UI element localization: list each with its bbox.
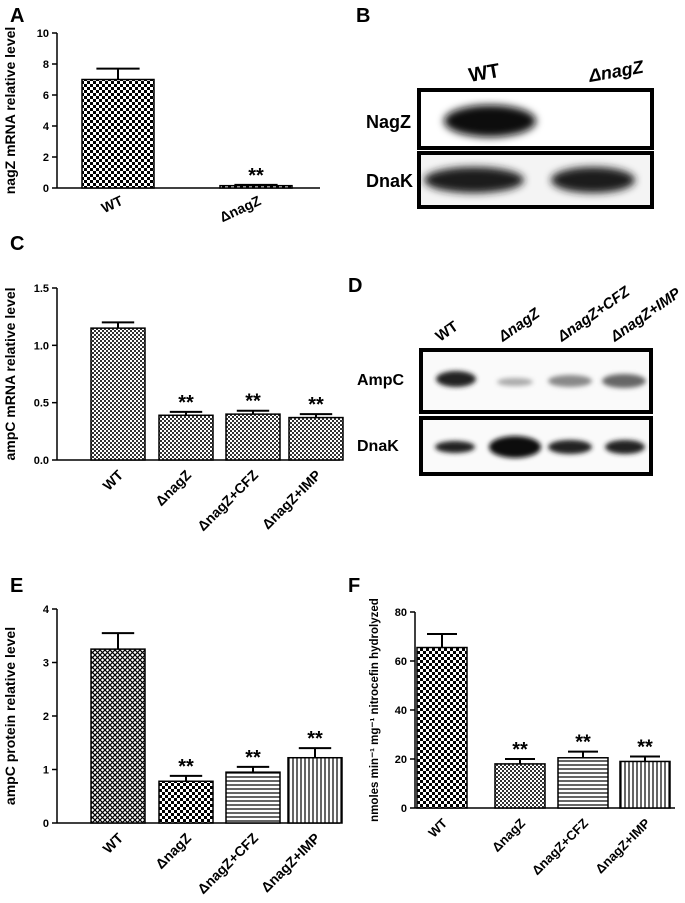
x-tick-label: ΔnagZ+IMP	[592, 815, 653, 876]
band	[602, 374, 646, 388]
y-tick-label: 4	[43, 604, 50, 616]
significance: **	[307, 728, 323, 750]
y-tick-label: 8	[43, 59, 49, 71]
y-tick-label: 20	[395, 754, 407, 766]
band	[424, 167, 524, 193]
y-tick-label: 0.0	[34, 455, 49, 467]
lane-label: WT	[433, 318, 462, 345]
y-tick-label: 60	[395, 656, 407, 668]
band	[548, 375, 592, 387]
x-tick-label: ΔnagZ+CFZ	[529, 815, 591, 877]
bar	[619, 760, 671, 809]
row-label: DnaK	[366, 171, 413, 191]
x-tick-label: ΔnagZ	[217, 192, 264, 225]
significance: **	[178, 392, 194, 414]
panel-label: A	[10, 5, 24, 27]
x-tick-label: WT	[425, 815, 450, 840]
y-tick-label: 4	[43, 121, 50, 133]
y-tick-label: 0	[43, 183, 49, 195]
y-tick-label: 10	[37, 28, 49, 40]
band	[436, 371, 476, 387]
row-label: AmpC	[357, 372, 405, 389]
band	[444, 105, 536, 137]
significance: **	[245, 391, 261, 413]
panel-label: E	[10, 575, 23, 597]
x-tick-label: ΔnagZ	[152, 466, 194, 508]
panel-label: D	[348, 275, 362, 297]
y-tick-label: 0.5	[34, 398, 49, 410]
y-tick-label: 6	[43, 90, 49, 102]
bar	[90, 648, 146, 824]
y-tick-label: 3	[43, 658, 49, 670]
band	[497, 378, 533, 386]
lane-label: WT	[467, 60, 501, 87]
significance: **	[245, 747, 261, 769]
band	[605, 440, 645, 454]
bar	[416, 646, 468, 809]
x-tick-label: ΔnagZ+IMP	[258, 830, 323, 895]
lane-label: ΔnagZ	[586, 57, 646, 87]
y-tick-label: 0	[43, 818, 49, 830]
x-tick-label: ΔnagZ+CFZ	[194, 829, 261, 896]
bar	[90, 327, 146, 461]
y-axis-label: ampC mRNA relative level	[2, 288, 18, 461]
x-tick-label: ΔnagZ	[489, 815, 528, 854]
row-label: NagZ	[366, 112, 411, 132]
y-axis-label: nmoles min⁻¹ mg⁻¹ nitrocefin hydrolyzed	[369, 598, 381, 822]
y-tick-label: 0	[401, 803, 407, 815]
bar	[557, 757, 609, 809]
bar	[81, 78, 155, 189]
significance: **	[178, 756, 194, 778]
band	[551, 167, 635, 193]
significance: **	[637, 737, 653, 759]
significance: **	[308, 394, 324, 416]
y-axis-label: nagZ mRNA relative level	[2, 27, 18, 195]
bar	[225, 771, 281, 824]
panel-label: B	[356, 5, 370, 27]
bar	[158, 780, 214, 824]
lane-label: ΔnagZ	[495, 305, 544, 346]
bar	[219, 184, 293, 189]
y-tick-label: 40	[395, 705, 407, 717]
x-tick-label: WT	[99, 829, 126, 856]
y-tick-label: 1.0	[34, 340, 49, 352]
blot-b: B WT ΔnagZ NagZ DnaK	[356, 5, 654, 209]
row-label: DnaK	[357, 438, 399, 455]
significance: **	[575, 732, 591, 754]
x-tick-label: ΔnagZ+CFZ	[194, 466, 261, 533]
y-tick-label: 2	[43, 711, 49, 723]
x-tick-label: WT	[99, 466, 126, 493]
significance: **	[248, 165, 264, 187]
y-axis-label: ampC protein relative level	[2, 627, 18, 805]
y-tick-label: 2	[43, 152, 49, 164]
y-tick-label: 1	[43, 765, 49, 777]
significance: **	[512, 739, 528, 761]
x-tick-label: ΔnagZ	[152, 829, 194, 871]
bar	[225, 413, 281, 461]
x-tick-label: ΔnagZ+IMP	[259, 467, 324, 532]
bar	[287, 756, 343, 824]
band	[435, 441, 475, 453]
band	[548, 440, 592, 454]
panel-label: F	[348, 575, 360, 597]
band	[489, 436, 541, 458]
blot-d: D WT ΔnagZ ΔnagZ+CFZ ΔnagZ+IMP AmpC DnaK	[348, 275, 685, 476]
y-tick-label: 1.5	[34, 283, 49, 295]
bar	[288, 416, 344, 461]
x-tick-label: WT	[99, 192, 126, 216]
y-tick-label: 80	[395, 607, 407, 619]
bar	[158, 414, 214, 461]
bar	[494, 763, 546, 809]
panel-label: C	[10, 233, 24, 255]
